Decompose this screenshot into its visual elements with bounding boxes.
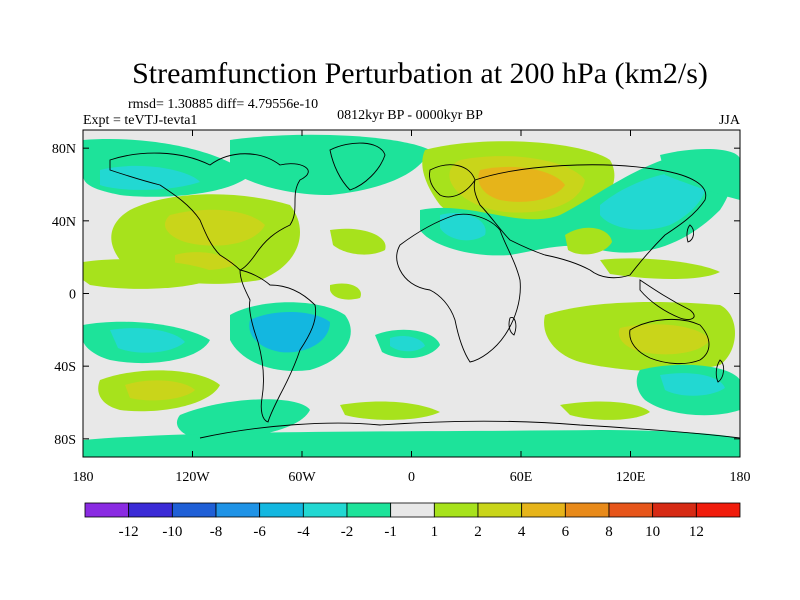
colorbar-swatch (608, 502, 654, 518)
coast-maritime-continent (639, 279, 695, 321)
coast-antarctica (199, 420, 740, 439)
colorbar-label: 12 (689, 524, 704, 540)
colorbar-label: 8 (605, 524, 613, 540)
contour-tibet (565, 227, 612, 255)
contour-central-asia-inner (600, 170, 706, 230)
contour-south-pacific-inner (125, 380, 195, 401)
contour-arctic-canada (230, 134, 430, 195)
colorbar-label: 6 (562, 524, 570, 540)
contour-north-pacific-inner (100, 165, 200, 190)
y-tick-label: 40S (54, 360, 76, 375)
colorbar-swatch (84, 502, 130, 518)
colorbar-label: 1 (431, 524, 439, 540)
x-tick-label: 60E (510, 470, 533, 485)
colorbar-swatch (564, 502, 610, 518)
period-label: 0812kyr BP - 0000kyr BP (337, 108, 483, 123)
contour-north-america-inner (165, 209, 265, 246)
colorbar-swatch (477, 502, 523, 518)
contour-eurasia-core (478, 166, 565, 202)
x-tick-label: 180 (73, 470, 94, 485)
colorbar-label: 4 (518, 524, 526, 540)
colorbar-label: -1 (384, 524, 397, 540)
contour-mediterranean (440, 212, 486, 241)
y-tick-label: 80N (52, 142, 76, 157)
contour-southern-ocean-west (176, 399, 310, 440)
experiment-label: Expt = teVTJ-tevta1 (83, 113, 197, 128)
x-axis: 180 120W 60W 0 60E 120E 180 (73, 130, 751, 485)
stats-text: rmsd= 1.30885 diff= 4.79556e-10 (128, 97, 318, 112)
coast-africa (396, 213, 521, 363)
contour-tropical-pacific (83, 259, 220, 289)
coast-asia (473, 164, 707, 279)
colorbar-label: -2 (341, 524, 354, 540)
y-tick-label: 80S (54, 433, 76, 448)
colorbar-swatch (346, 502, 392, 518)
colorbar-label: -10 (162, 524, 182, 540)
coast-south-america (239, 269, 317, 423)
contour-tasman-inner (660, 373, 725, 396)
colorbar-label: 2 (474, 524, 482, 540)
coast-madagascar (508, 317, 517, 336)
y-tick-label: 40N (52, 215, 76, 230)
coast-japan (686, 224, 695, 243)
contour-southern-ocean-atlantic (340, 401, 440, 420)
contour-fields (83, 134, 740, 457)
colorbar-swatch (128, 502, 173, 518)
coast-new-zealand (715, 359, 725, 383)
chart-title: Streamfunction Perturbation at 200 hPa (… (132, 57, 708, 90)
colorbar-swatch (652, 502, 697, 518)
colorbar-swatch (521, 502, 566, 518)
colorbar: -12 -10 -8 -6 -4 -2 -1 1 2 4 6 8 10 12 (84, 502, 741, 540)
coast-north-america (109, 152, 309, 271)
map-area (83, 130, 740, 457)
coast-scandinavia (429, 164, 476, 198)
colorbar-label: -6 (253, 524, 266, 540)
colorbar-swatch (302, 502, 348, 518)
contour-central-asia (420, 149, 734, 256)
colorbar-label: -12 (119, 524, 139, 540)
x-tick-label: 120E (616, 470, 646, 485)
y-tick-label: 0 (69, 288, 76, 303)
contour-australia-inner (618, 324, 710, 355)
contour-west-africa (330, 228, 386, 255)
coast-australia (629, 318, 710, 365)
coastlines (109, 142, 740, 439)
contour-south-america-inner (249, 311, 330, 353)
colorbar-swatch (259, 502, 304, 518)
contour-atlantic-small (330, 283, 361, 300)
contour-southern-indian (560, 401, 650, 420)
x-tick-label: 60W (288, 470, 316, 485)
colorbar-label: -8 (210, 524, 223, 540)
colorbar-swatch (433, 502, 479, 518)
contour-south-atlantic-inner (390, 335, 425, 352)
season-label: JJA (719, 113, 741, 128)
y-axis: 80N 40N 0 40S 80S (52, 142, 740, 448)
colorbar-swatch (695, 502, 741, 518)
colorbar-swatch (215, 502, 261, 518)
x-tick-label: 120W (175, 470, 210, 485)
contour-ne-pacific (660, 148, 740, 200)
colorbar-label: 10 (645, 524, 660, 540)
contour-se-pacific-inner (110, 328, 185, 353)
coast-greenland (329, 142, 386, 191)
contour-west-pacific (600, 258, 720, 279)
contour-antarctic (83, 430, 740, 457)
x-tick-label: 0 (408, 470, 415, 485)
colorbar-swatch (390, 502, 435, 518)
x-tick-label: 180 (730, 470, 751, 485)
colorbar-label: -4 (297, 524, 310, 540)
colorbar-swatch (171, 502, 217, 518)
